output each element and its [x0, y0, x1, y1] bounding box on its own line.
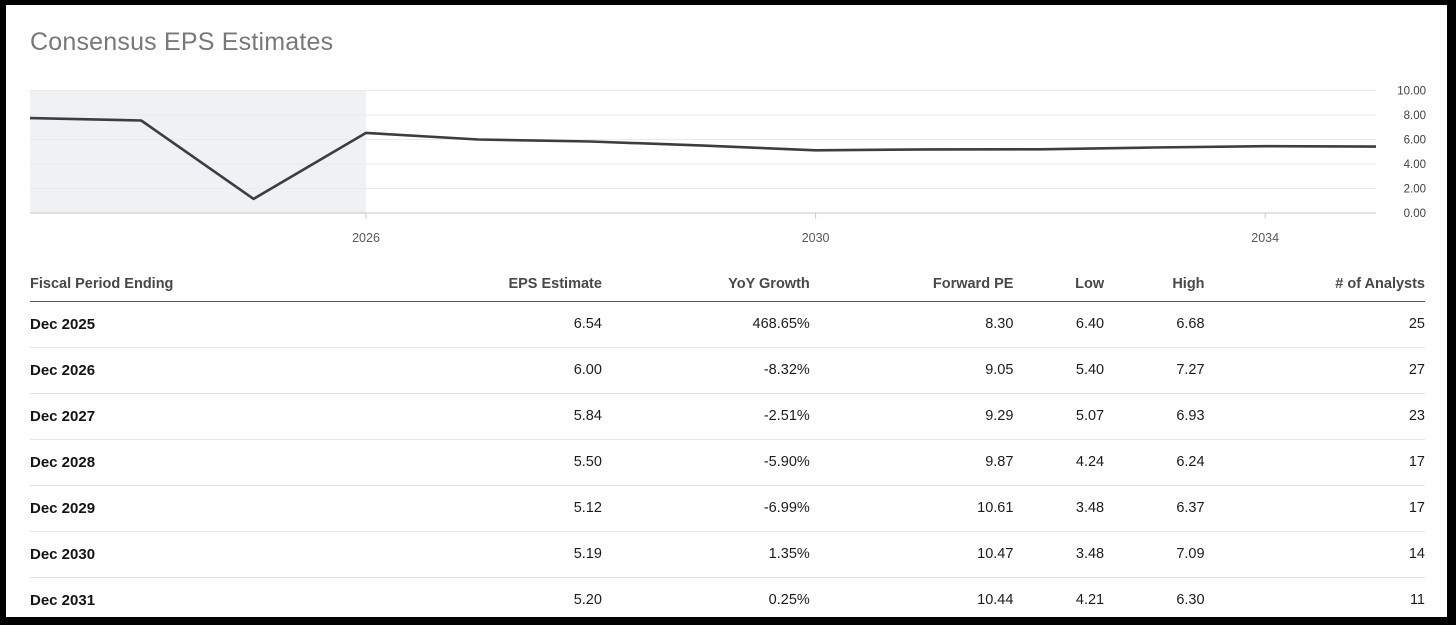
- value-cell: 6.24: [1104, 439, 1205, 486]
- value-cell: 6.30: [1104, 577, 1205, 617]
- estimates-table-wrap: Fiscal Period Ending EPS Estimate YoY Grow…: [30, 270, 1425, 617]
- value-cell: 17: [1204, 485, 1425, 532]
- table-header-row: Fiscal Period Ending EPS Estimate YoY Grow…: [30, 270, 1425, 302]
- fiscal-period-cell: Dec 2027: [30, 393, 477, 440]
- fiscal-period-cell: Dec 2029: [30, 485, 477, 532]
- value-cell: 27: [1204, 347, 1425, 394]
- value-cell: 10.61: [809, 485, 1014, 532]
- fiscal-period-cell: Dec 2031: [30, 577, 477, 617]
- value-cell: 5.20: [476, 577, 602, 617]
- value-cell: 5.50: [476, 439, 602, 486]
- col-header-fiscal-period-ending: Fiscal Period Ending: [30, 270, 477, 302]
- value-cell: 9.05: [809, 347, 1014, 394]
- value-cell: 14: [1204, 531, 1425, 578]
- y-axis-label: 8.00: [1404, 110, 1426, 122]
- y-axis-label: 0.00: [1404, 208, 1426, 220]
- x-axis-label: 2026: [352, 231, 380, 245]
- value-cell: -2.51%: [601, 393, 810, 440]
- y-axis-label: 10.00: [1397, 86, 1426, 98]
- value-cell: 8.30: [809, 301, 1014, 348]
- y-axis-label: 2.00: [1404, 184, 1426, 196]
- value-cell: -6.99%: [601, 485, 810, 532]
- col-header-forward-pe: Forward PE: [809, 270, 1014, 302]
- value-cell: 10.44: [809, 577, 1014, 617]
- value-cell: 6.93: [1104, 393, 1205, 440]
- value-cell: 23: [1204, 393, 1425, 440]
- estimates-table: Fiscal Period Ending EPS Estimate YoY Grow…: [30, 270, 1425, 617]
- value-cell: 3.48: [1013, 531, 1105, 578]
- fiscal-period-cell: Dec 2026: [30, 347, 477, 394]
- col-header-eps-estimate: EPS Estimate: [476, 270, 602, 302]
- value-cell: -8.32%: [601, 347, 810, 394]
- value-cell: 11: [1204, 577, 1425, 617]
- value-cell: 5.40: [1013, 347, 1105, 394]
- table-row: Dec 2030 5.19 1.35% 10.47 3.48 7.09 14: [30, 531, 1425, 578]
- table-row: Dec 2025 6.54 468.65% 8.30 6.40 6.68 25: [30, 301, 1425, 348]
- value-cell: 17: [1204, 439, 1425, 486]
- historical-region-shade: [30, 90, 366, 213]
- table-row: Dec 2029 5.12 -6.99% 10.61 3.48 6.37 17: [30, 485, 1425, 532]
- table-row: Dec 2028 5.50 -5.90% 9.87 4.24 6.24 17: [30, 439, 1425, 486]
- value-cell: 5.07: [1013, 393, 1105, 440]
- fiscal-period-cell: Dec 2030: [30, 531, 477, 578]
- value-cell: 25: [1204, 301, 1425, 348]
- value-cell: 9.87: [809, 439, 1014, 486]
- y-axis-label: 6.00: [1404, 135, 1426, 147]
- value-cell: 0.25%: [601, 577, 810, 617]
- page-title: Consensus EPS Estimates: [30, 28, 334, 56]
- col-header-yoy-growth: YoY Growth: [601, 270, 810, 302]
- value-cell: 7.27: [1104, 347, 1205, 394]
- eps-line-chart-svg: 10.00 8.00 6.00 4.00 2.00 0.00 2026 2030 2034: [29, 86, 1426, 245]
- x-axis-label: 2030: [802, 231, 830, 245]
- x-axis-label: 2034: [1251, 231, 1279, 245]
- value-cell: 6.40: [1013, 301, 1105, 348]
- value-cell: 5.12: [476, 485, 602, 532]
- y-axis-label: 4.00: [1404, 159, 1426, 171]
- eps-line-chart[interactable]: 10.00 8.00 6.00 4.00 2.00 0.00 2026 2030 2034: [6, 5, 1447, 257]
- col-header-high: High: [1104, 270, 1205, 302]
- fiscal-period-cell: Dec 2025: [30, 301, 477, 348]
- value-cell: 5.84: [476, 393, 602, 440]
- eps-line: [29, 116, 1377, 201]
- col-header-low: Low: [1013, 270, 1105, 302]
- value-cell: 6.37: [1104, 485, 1205, 532]
- table-row: Dec 2031 5.20 0.25% 10.44 4.21 6.30 11: [30, 577, 1425, 617]
- table-row: Dec 2026 6.00 -8.32% 9.05 5.40 7.27 27: [30, 347, 1425, 394]
- value-cell: 3.48: [1013, 485, 1105, 532]
- value-cell: 10.47: [809, 531, 1014, 578]
- table-row: Dec 2027 5.84 -2.51% 9.29 5.07 6.93 23: [30, 393, 1425, 440]
- value-cell: 9.29: [809, 393, 1014, 440]
- value-cell: 4.24: [1013, 439, 1105, 486]
- value-cell: -5.90%: [601, 439, 810, 486]
- col-header-of-analysts: # of Analysts: [1204, 270, 1425, 302]
- value-cell: 4.21: [1013, 577, 1105, 617]
- fiscal-period-cell: Dec 2028: [30, 439, 477, 486]
- value-cell: 7.09: [1104, 531, 1205, 578]
- value-cell: 6.68: [1104, 301, 1205, 348]
- value-cell: 6.54: [476, 301, 602, 348]
- value-cell: 1.35%: [601, 531, 810, 578]
- value-cell: 468.65%: [601, 301, 810, 348]
- value-cell: 5.19: [476, 531, 602, 578]
- value-cell: 6.00: [476, 347, 602, 394]
